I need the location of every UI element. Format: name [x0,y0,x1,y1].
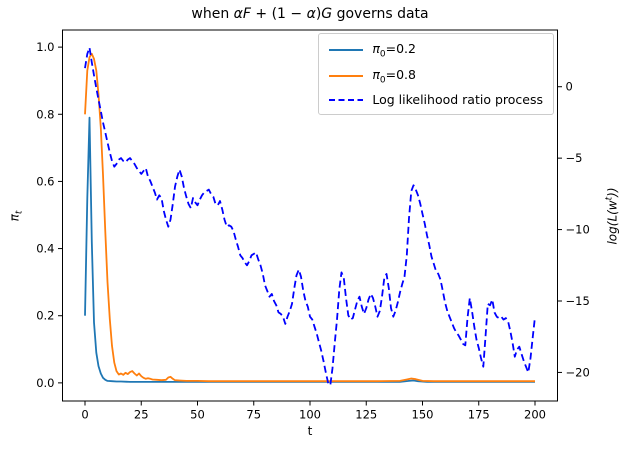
legend-item: π0=0.2 [329,41,543,60]
y-tick-left-label: 1.0 [36,40,54,54]
legend-label-sub: 0 [379,75,386,85]
legend-item: π0=0.8 [329,67,543,86]
legend-line-sample [329,49,364,52]
title-part: ) [315,6,322,22]
y-axis-label-right: log(L(wt)) [605,187,620,244]
legend-label-math: π [372,66,380,82]
legend-label-math: π [372,41,380,56]
legend: π0=0.2 π0=0.8 Log likelihood ratio process [318,33,554,115]
chart-title: when αF + (1 − α)G governs data [62,6,558,22]
title-part: when [191,6,234,22]
x-tick-label: 175 [468,408,490,422]
x-tick-label: 100 [299,408,321,422]
x-axis-label: t [307,424,313,438]
y-axis-label-left-sub: t [14,210,25,215]
series-llr [84,46,536,387]
y-tick-right-label: −15 [566,294,590,308]
legend-item-label: π0=0.8 [372,67,416,86]
legend-item-label: Log likelihood ratio process [372,92,543,107]
y-tick-right-label: 0 [566,80,573,94]
title-part: governs data [332,6,429,22]
y-axis-label-left: πt [7,211,24,222]
title-part: α [306,6,316,22]
series-pi08 [84,52,535,383]
legend-label-text: =0.2 [385,41,416,56]
y-tick-left-label: 0.2 [36,309,54,323]
y-axis-label-right-sup: t [604,196,615,201]
x-tick-label: 75 [246,408,261,422]
legend-label-text: Log likelihood ratio process [372,92,543,107]
x-tick-label: 200 [524,408,546,422]
y-axis-label-right-pre: log(L(w [605,200,620,245]
legend-item-label: π0=0.2 [372,41,416,60]
y-axis-label-right-post: )) [605,187,620,197]
x-tick-label: 50 [190,408,205,422]
y-axis-label-left-base: π [7,214,22,222]
legend-label-sub: 0 [379,49,386,60]
title-part: αF [233,6,251,22]
y-tick-right-label: −5 [566,151,583,165]
x-tick-label: 125 [355,408,377,422]
title-part: G [321,6,333,22]
y-tick-left-label: 0.6 [36,174,54,188]
legend-line-sample [329,74,364,77]
title-part: + (1 − [250,6,307,22]
x-tick-label: 25 [134,408,149,422]
y-tick-left-label: 0.8 [36,107,54,121]
y-tick-right-label: −20 [566,365,590,379]
y-tick-left-label: 0.0 [36,376,54,390]
series-pi02 [84,116,535,383]
y-tick-right-label: −10 [566,223,590,237]
y-tick-left-label: 0.4 [36,242,54,256]
x-tick-label: 0 [81,408,88,422]
legend-item: Log likelihood ratio process [329,92,543,107]
legend-label-text: =0.8 [385,66,416,82]
legend-line-sample [329,98,364,101]
x-tick-label: 150 [412,408,434,422]
